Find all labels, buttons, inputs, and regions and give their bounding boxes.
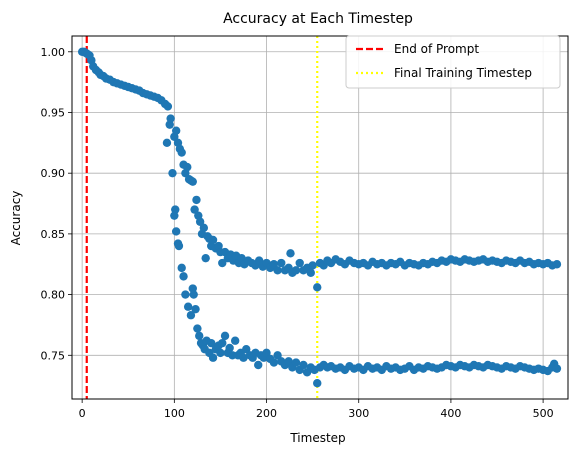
- data-point: [199, 223, 209, 233]
- data-point: [239, 353, 248, 362]
- data-point: [166, 114, 175, 123]
- data-point: [168, 168, 177, 178]
- data-point: [171, 126, 181, 135]
- data-point: [207, 338, 216, 348]
- y-tick-label: 0.90: [41, 167, 66, 180]
- data-point: [273, 351, 282, 360]
- grid-lines: [72, 36, 568, 399]
- data-point: [191, 304, 200, 314]
- data-point: [171, 227, 181, 236]
- x-tick-label: 100: [164, 407, 185, 420]
- data-point: [291, 358, 301, 367]
- data-point: [295, 258, 304, 268]
- data-point: [189, 290, 198, 299]
- data-point: [162, 138, 172, 148]
- data-point: [192, 195, 201, 205]
- data-point: [313, 283, 322, 292]
- data-point: [552, 260, 562, 269]
- scatter-points: [77, 47, 562, 388]
- reference-lines: [85, 36, 319, 399]
- data-point: [195, 331, 204, 341]
- x-tick-label: 500: [533, 407, 554, 420]
- data-point: [190, 205, 199, 214]
- data-point: [174, 241, 184, 251]
- data-point: [177, 263, 186, 273]
- data-point: [163, 102, 173, 111]
- x-axis-ticks: 0 100 200 300 400 500: [79, 399, 554, 420]
- data-point: [208, 353, 218, 362]
- legend-label-end-of-prompt: End of Prompt: [394, 42, 479, 56]
- data-point: [286, 249, 295, 258]
- data-point: [201, 253, 210, 263]
- data-point: [306, 268, 315, 277]
- data-point: [183, 302, 193, 311]
- data-point: [299, 360, 308, 370]
- data-point: [218, 258, 227, 268]
- data-point: [183, 162, 192, 172]
- data-point: [277, 258, 286, 268]
- data-point: [186, 311, 196, 320]
- data-point: [179, 272, 188, 281]
- chart-title: Accuracy at Each Timestep: [223, 11, 413, 27]
- data-point: [242, 345, 251, 354]
- x-tick-label: 300: [348, 407, 369, 420]
- x-tick-label: 400: [440, 407, 461, 420]
- data-point: [208, 235, 218, 245]
- data-point: [193, 324, 202, 333]
- data-point: [216, 348, 225, 358]
- legend-box: [345, 35, 561, 89]
- y-tick-label: 0.85: [41, 228, 66, 241]
- data-point: [177, 148, 186, 157]
- data-point: [218, 338, 227, 348]
- data-point: [273, 266, 282, 275]
- data-point: [254, 256, 264, 265]
- y-tick-label: 0.75: [41, 349, 66, 362]
- data-point: [269, 358, 279, 367]
- data-point: [230, 336, 240, 345]
- data-point: [181, 290, 190, 299]
- y-tick-label: 0.80: [41, 289, 66, 302]
- data-point: [188, 177, 197, 186]
- data-point: [171, 205, 180, 214]
- data-point: [291, 266, 301, 275]
- data-point: [254, 360, 263, 370]
- legend-label-final-training: Final Training Timestep: [394, 66, 532, 80]
- data-point: [313, 379, 322, 388]
- x-tick-label: 200: [256, 407, 277, 420]
- y-tick-label: 0.95: [41, 106, 66, 119]
- data-point: [262, 348, 271, 358]
- data-point: [552, 364, 562, 373]
- plot-frame: [71, 35, 569, 400]
- x-axis-label: Timestep: [289, 431, 345, 445]
- data-point: [269, 260, 279, 269]
- legend: End of Prompt Final Training Timestep: [345, 35, 561, 89]
- y-axis-label: Accuracy: [9, 191, 23, 246]
- data-point: [284, 357, 293, 366]
- data-point: [225, 343, 234, 353]
- data-point: [220, 331, 230, 341]
- y-axis-ticks: 0.75 0.80 0.85 0.90 0.95 1.00: [41, 46, 72, 362]
- data-point: [195, 217, 205, 226]
- y-tick-label: 1.00: [41, 46, 66, 59]
- data-point: [308, 261, 317, 270]
- x-tick-label: 0: [79, 407, 86, 420]
